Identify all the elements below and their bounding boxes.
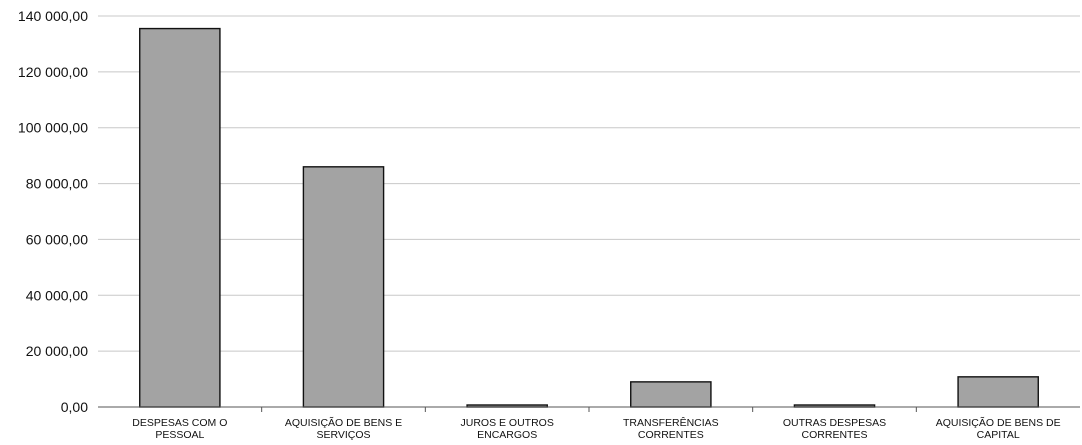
bars bbox=[139, 27, 1039, 408]
x-tick-label: DESPESAS COM O PESSOAL bbox=[132, 417, 227, 441]
bar bbox=[302, 166, 385, 408]
y-tick-label: 20 000,00 bbox=[26, 343, 88, 359]
bar bbox=[139, 27, 221, 408]
y-tick-label: 60 000,00 bbox=[26, 231, 88, 247]
y-tick-label: 80 000,00 bbox=[26, 176, 88, 192]
bar bbox=[957, 376, 1039, 408]
x-tick-label: AQUISIÇÃO DE BENS DE CAPITAL bbox=[936, 416, 1061, 441]
y-tick-label: 40 000,00 bbox=[26, 287, 88, 303]
y-tick-label: 120 000,00 bbox=[18, 64, 88, 80]
gridlines bbox=[98, 15, 1080, 352]
y-tick-label: 100 000,00 bbox=[18, 120, 88, 136]
x-tick-label: JUROS E OUTROS ENCARGOS bbox=[460, 417, 553, 441]
y-tick-label: 0,00 bbox=[61, 399, 88, 415]
y-tick-label: 140 000,00 bbox=[18, 8, 88, 24]
x-axis-tick-labels: DESPESAS COM O PESSOAL AQUISIÇÃO DE BENS E… bbox=[132, 416, 1060, 441]
x-axis bbox=[98, 406, 1080, 412]
bar bbox=[630, 381, 712, 408]
x-tick-label: AQUISIÇÃO DE BENS E SERVIÇOS bbox=[285, 416, 402, 441]
y-axis-tick-labels: 0,00 20 000,00 40 000,00 60 000,00 80 000,00… bbox=[18, 8, 88, 415]
x-tick-label: TRANSFERÊNCIAS CORRENTES bbox=[623, 416, 719, 441]
x-tick-label: OUTRAS DESPESAS CORRENTES bbox=[783, 417, 886, 441]
